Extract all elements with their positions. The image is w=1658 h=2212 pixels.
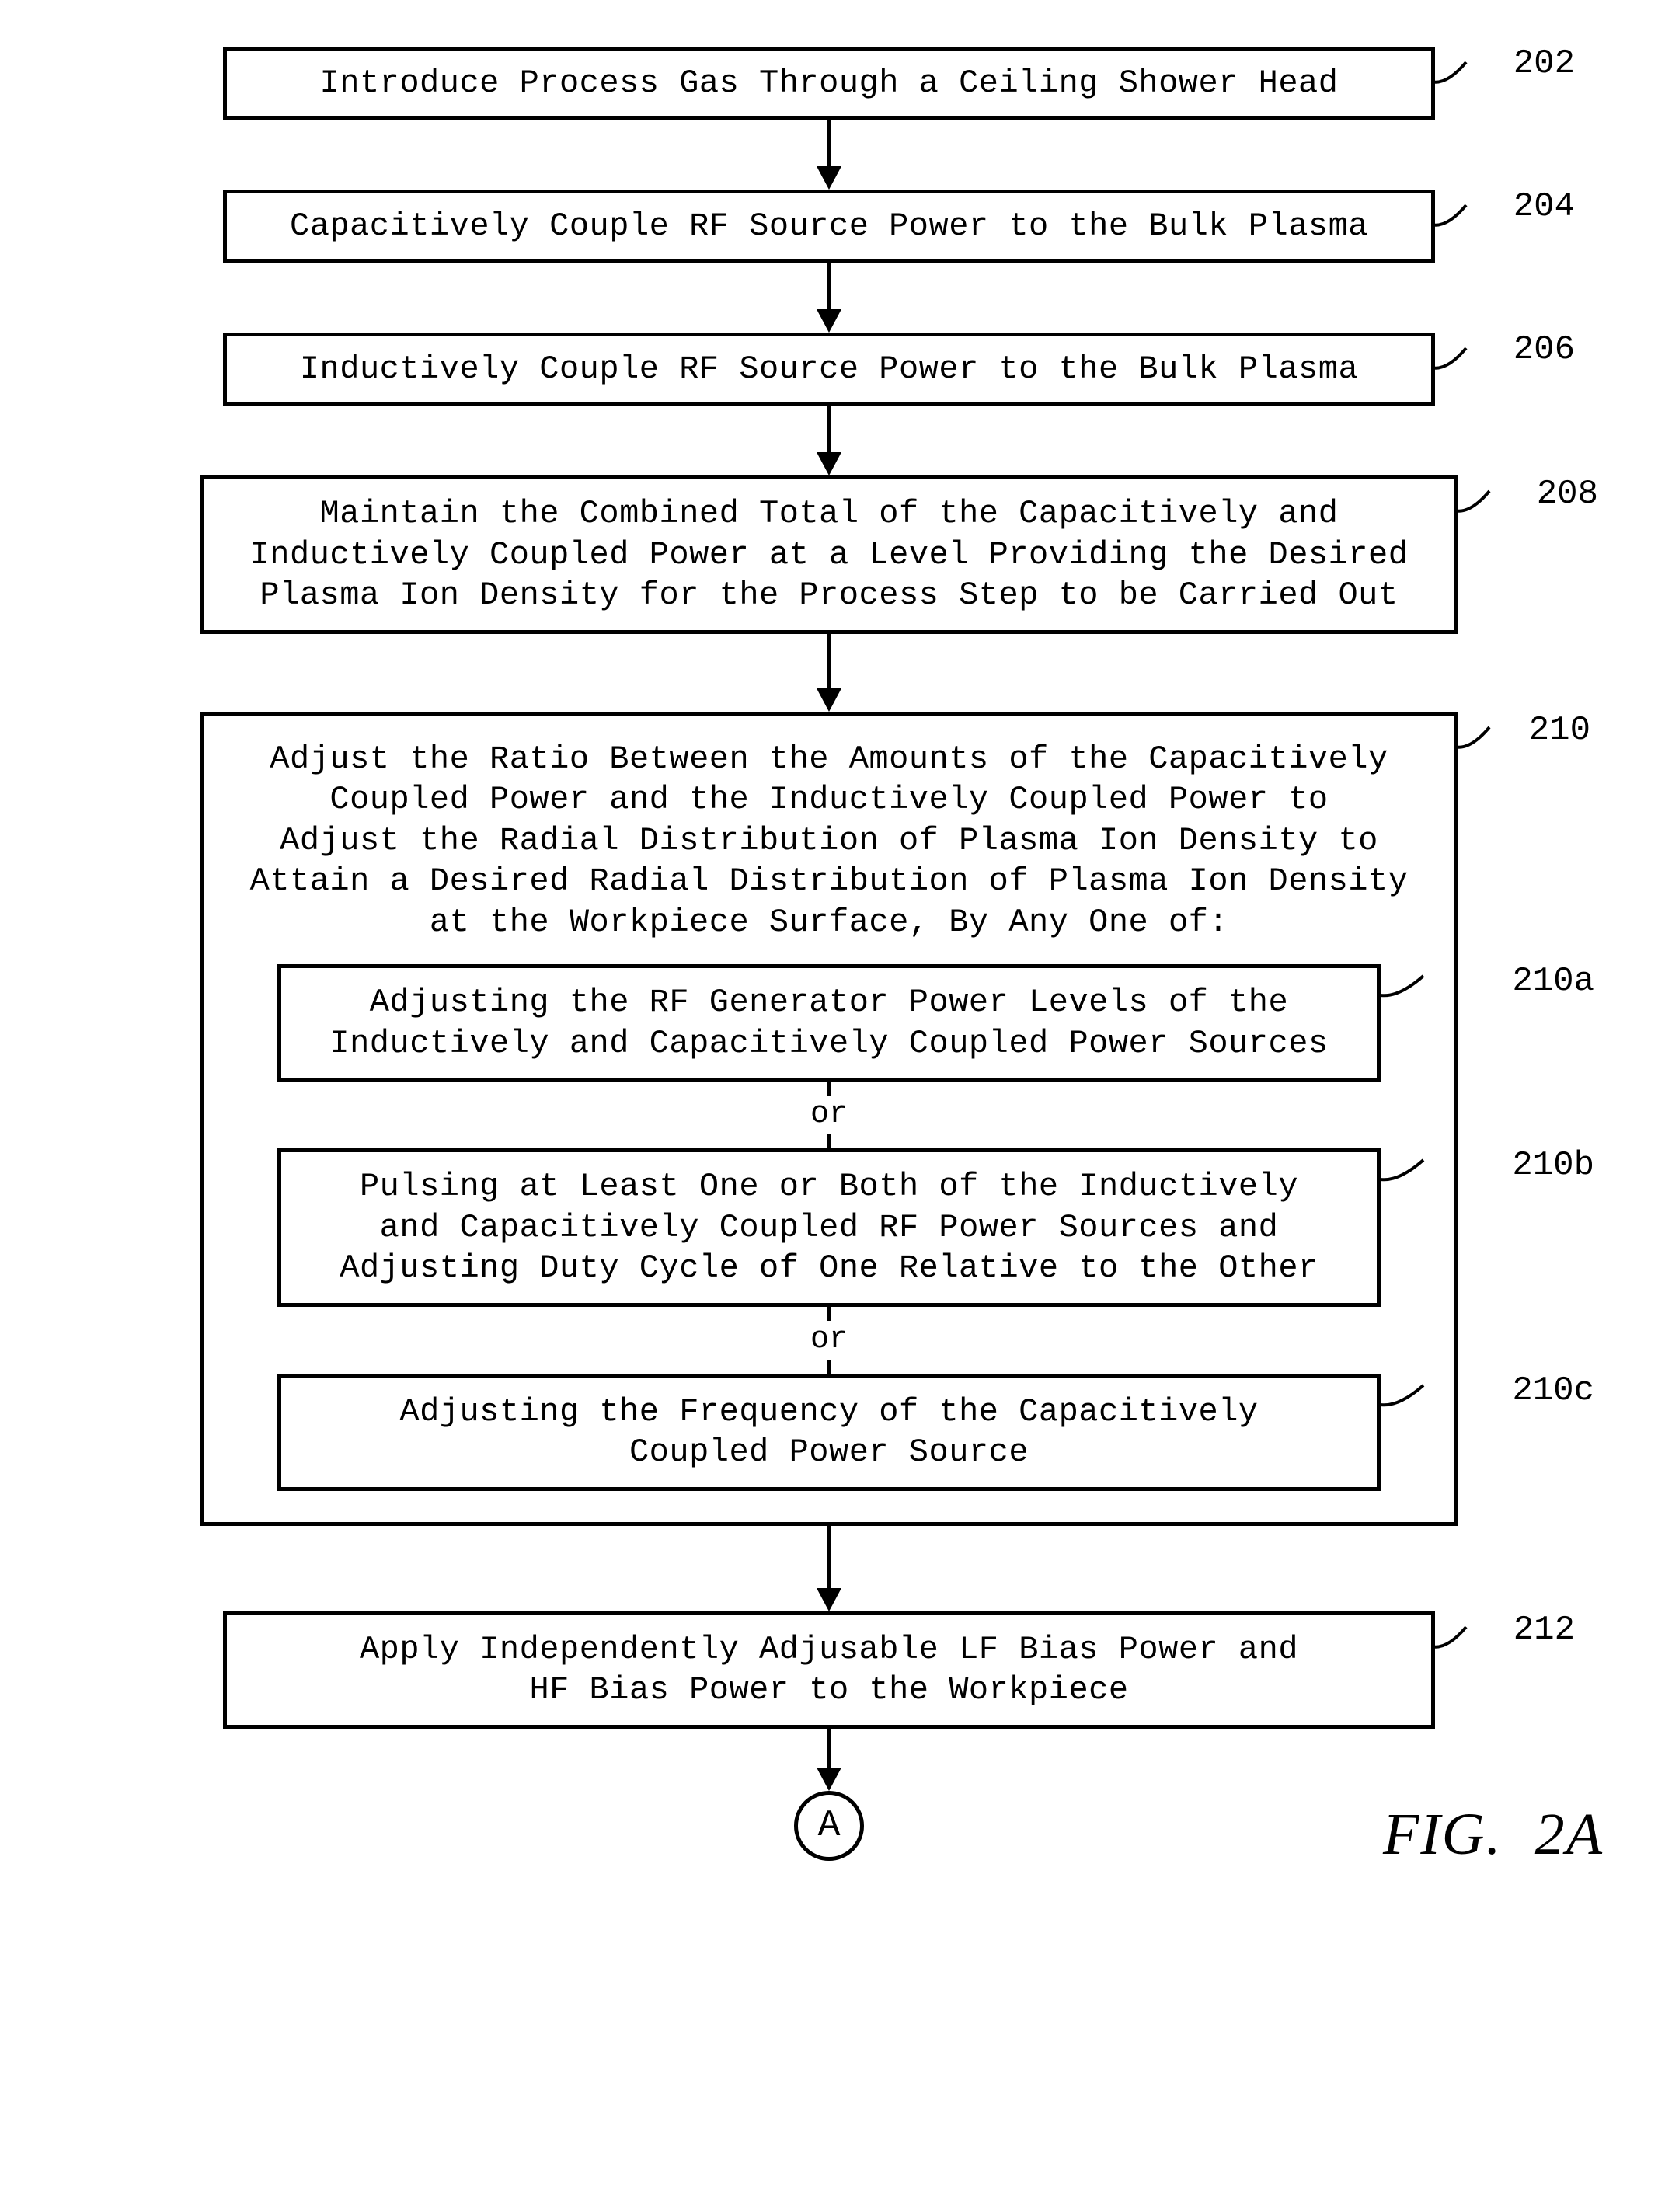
box-206-text: Inductively Couple RF Source Power to th… (300, 350, 1358, 388)
box-212: Apply Independently Adjusable LF Bias Po… (223, 1611, 1435, 1729)
arrow-down-icon (817, 1729, 841, 1791)
box-210c: Adjusting the Frequency of the Capacitiv… (277, 1374, 1381, 1491)
box-208: Maintain the Combined Total of the Capac… (200, 475, 1458, 634)
ref-204: 204 (1513, 187, 1575, 226)
box-202: Introduce Process Gas Through a Ceiling … (223, 47, 1435, 120)
arrow-down-icon (817, 263, 841, 333)
leader-curve (1377, 973, 1431, 1004)
ref-212: 212 (1513, 1609, 1575, 1652)
leader-curve (1431, 201, 1478, 232)
box-210a-line1: Adjusting the RF Generator Power Levels … (305, 982, 1353, 1023)
box-210b-line1: Pulsing at Least One or Both of the Indu… (305, 1166, 1353, 1207)
figure-label: FIG. 2A (1383, 1801, 1604, 1869)
arrow-down-icon (817, 1526, 841, 1611)
box-212-line2: HF Bias Power to the Workpiece (250, 1670, 1408, 1711)
box-204: Capacitively Couple RF Source Power to t… (223, 190, 1435, 263)
ref-206: 206 (1513, 330, 1575, 369)
or-connector: or (810, 1307, 848, 1374)
ref-202: 202 (1513, 44, 1575, 83)
box-210b: Pulsing at Least One or Both of the Indu… (277, 1148, 1381, 1307)
box-210: Adjust the Ratio Between the Amounts of … (200, 712, 1458, 1526)
box-210c-line2: Coupled Power Source (305, 1432, 1353, 1473)
arrow-down-icon (817, 634, 841, 712)
box-208-line1: Maintain the Combined Total of the Capac… (227, 493, 1431, 535)
box-210b-line3: Adjusting Duty Cycle of One Relative to … (305, 1248, 1353, 1289)
box-208-line3: Plasma Ion Density for the Process Step … (227, 575, 1431, 616)
ref-210c: 210c (1512, 1370, 1594, 1413)
connector-circle-a: A (794, 1791, 864, 1861)
box-210-line2: Coupled Power and the Inductively Couple… (242, 779, 1416, 820)
box-210c-line1: Adjusting the Frequency of the Capacitiv… (305, 1392, 1353, 1433)
connector-a-label: A (818, 1805, 841, 1847)
figure-prefix: FIG. (1383, 1802, 1503, 1867)
box-208-line2: Inductively Coupled Power at a Level Pro… (227, 535, 1431, 576)
flow-column: Introduce Process Gas Through a Ceiling … (31, 47, 1627, 1861)
or-label: or (810, 1096, 848, 1134)
box-210b-line2: and Capacitively Coupled RF Power Source… (305, 1207, 1353, 1249)
leader-curve (1454, 723, 1501, 754)
box-210-line4: Attain a Desired Radial Distribution of … (242, 861, 1416, 902)
box-204-text: Capacitively Couple RF Source Power to t… (290, 207, 1368, 245)
ref-210a: 210a (1512, 960, 1594, 1003)
ref-210: 210 (1529, 709, 1590, 752)
or-label: or (810, 1321, 848, 1360)
leader-curve (1431, 344, 1478, 375)
box-210-line1: Adjust the Ratio Between the Amounts of … (242, 739, 1416, 780)
box-202-text: Introduce Process Gas Through a Ceiling … (320, 64, 1339, 102)
box-210-line3: Adjust the Radial Distribution of Plasma… (242, 820, 1416, 862)
ref-208: 208 (1537, 473, 1598, 516)
flowchart-diagram: Introduce Process Gas Through a Ceiling … (31, 47, 1627, 1861)
leader-curve (1377, 1382, 1431, 1413)
box-210-line5: at the Workpiece Surface, By Any One of: (242, 902, 1416, 943)
or-connector: or (810, 1082, 848, 1148)
leader-curve (1431, 58, 1478, 89)
leader-curve (1454, 487, 1501, 518)
ref-210b: 210b (1512, 1144, 1594, 1187)
arrow-down-icon (817, 406, 841, 475)
box-210a: Adjusting the RF Generator Power Levels … (277, 964, 1381, 1082)
leader-curve (1431, 1623, 1478, 1654)
box-210-substack: Adjusting the RF Generator Power Levels … (242, 964, 1416, 1491)
figure-number: 2A (1535, 1802, 1604, 1867)
box-206: Inductively Couple RF Source Power to th… (223, 333, 1435, 406)
box-210a-line2: Inductively and Capacitively Coupled Pow… (305, 1023, 1353, 1064)
arrow-down-icon (817, 120, 841, 190)
box-212-line1: Apply Independently Adjusable LF Bias Po… (250, 1629, 1408, 1670)
leader-curve (1377, 1157, 1431, 1188)
